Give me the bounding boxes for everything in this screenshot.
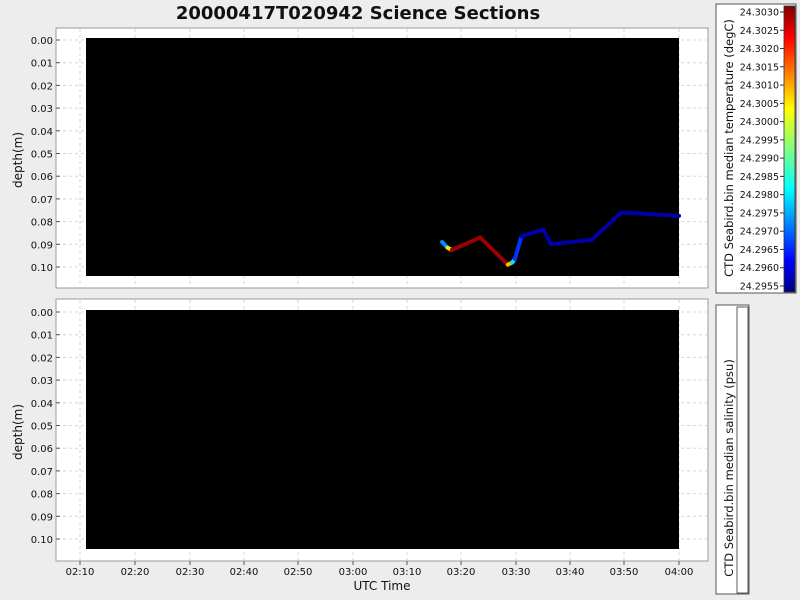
x-tick-label: 04:00 <box>665 567 694 578</box>
track-segment <box>589 210 624 242</box>
y-tick-label: 0.00 <box>31 36 53 47</box>
y-tick-label: 0.02 <box>31 353 53 364</box>
salinity-y-ticks: 0.00 0.01 0.02 0.03 0.04 0.05 0.06 0.07 0.08 0.09… <box>31 308 60 546</box>
temperature-colorbar-ticks: 24.3030 24.3025 24.3020 24.3015 24.3010 24.30… <box>740 8 784 293</box>
colorbar-tick-label: 24.2960 <box>740 263 779 274</box>
temperature-colorbar-ramp <box>783 5 796 293</box>
time-x-ticks: 02:10 02:20 02:30 02:40 02:50 03:00 03:10 03:20… <box>66 561 694 578</box>
x-tick-label: 02:10 <box>66 567 95 578</box>
y-tick-label: 0.06 <box>31 444 53 455</box>
x-tick-label: 03:40 <box>556 567 585 578</box>
y-tick-label: 0.10 <box>31 535 53 546</box>
y-tick-label: 0.05 <box>31 422 53 433</box>
colorbar-tick-label: 24.2985 <box>740 172 779 183</box>
salinity-colorbar-label: CTD Seabird.bin median salinity (psu) <box>722 359 736 577</box>
y-tick-label: 0.02 <box>31 81 53 92</box>
temperature-y-ticks: 0.00 0.01 0.02 0.03 0.04 0.05 0.06 0.07 0.08 0.09… <box>31 36 60 274</box>
colorbar-tick-label: 24.2980 <box>740 190 779 201</box>
x-tick-label: 02:50 <box>284 567 313 578</box>
y-tick-label: 0.05 <box>31 150 53 161</box>
x-tick-label: 03:00 <box>339 567 368 578</box>
colorbar-tick-label: 24.3020 <box>740 44 779 55</box>
temperature-colorbar-frame <box>715 3 797 294</box>
x-tick-label: 03:10 <box>393 567 422 578</box>
y-tick-label: 0.03 <box>31 104 53 115</box>
x-tick-label: 03:30 <box>502 567 531 578</box>
y-tick-label: 0.10 <box>31 263 53 274</box>
colorbar-tick-label: 24.2965 <box>740 245 779 256</box>
x-tick-label: 03:50 <box>610 567 639 578</box>
y-tick-label: 0.04 <box>31 127 53 138</box>
salinity-panel: 0.00 0.01 0.02 0.03 0.04 0.05 0.06 0.07 0.08 0.09… <box>11 298 709 593</box>
y-tick-label: 0.04 <box>31 399 53 410</box>
temperature-plot-area <box>86 38 679 276</box>
colorbar-tick-label: 24.3030 <box>740 8 779 19</box>
x-tick-label: 02:30 <box>176 567 205 578</box>
y-tick-label: 0.07 <box>31 467 53 478</box>
y-tick-label: 0.06 <box>31 172 53 183</box>
salinity-y-axis-label: depth(m) <box>11 404 25 460</box>
y-tick-label: 0.09 <box>31 240 53 251</box>
salinity-colorbar: CTD Seabird.bin median salinity (psu) <box>715 304 750 595</box>
x-tick-label: 02:20 <box>121 567 150 578</box>
colorbar-tick-label: 24.2975 <box>740 208 779 219</box>
y-tick-label: 0.07 <box>31 195 53 206</box>
x-tick-label: 03:20 <box>447 567 476 578</box>
x-tick-label: 02:40 <box>230 567 259 578</box>
y-tick-label: 0.03 <box>31 376 53 387</box>
track-segment <box>519 227 545 239</box>
temperature-colorbar: 24.3030 24.3025 24.3020 24.3015 24.3010 24.30… <box>715 3 797 294</box>
y-tick-label: 0.08 <box>31 218 53 229</box>
track-segment <box>449 235 483 252</box>
track-segment <box>478 235 510 267</box>
colorbar-tick-label: 24.2995 <box>740 135 779 146</box>
x-axis-label: UTC Time <box>354 579 411 593</box>
track-segment <box>549 237 594 247</box>
salinity-colorbar-ramp <box>736 306 749 594</box>
colorbar-tick-label: 24.3025 <box>740 26 779 37</box>
colorbar-tick-label: 24.3000 <box>740 117 779 128</box>
temperature-y-axis-label: depth(m) <box>11 132 25 188</box>
colorbar-tick-label: 24.3010 <box>740 81 779 92</box>
figure-title: 20000417T020942 Science Sections <box>176 3 540 24</box>
colorbar-tick-label: 24.2955 <box>740 282 779 293</box>
y-tick-label: 0.09 <box>31 512 53 523</box>
temperature-colorbar-label: CTD Seabird.bin median temperature (degC… <box>722 19 736 277</box>
y-tick-label: 0.01 <box>31 59 53 70</box>
colorbar-tick-label: 24.3005 <box>740 99 779 110</box>
colorbar-tick-label: 24.2990 <box>740 154 779 165</box>
track-segment <box>619 210 681 218</box>
colorbar-tick-label: 24.3015 <box>740 62 779 73</box>
salinity-plot-area <box>86 310 679 549</box>
colorbar-tick-label: 24.2970 <box>740 227 779 238</box>
y-tick-label: 0.08 <box>31 490 53 501</box>
temperature-track <box>440 210 681 267</box>
y-tick-label: 0.01 <box>31 331 53 342</box>
y-tick-label: 0.00 <box>31 308 53 319</box>
temperature-panel: 0.00 0.01 0.02 0.03 0.04 0.05 0.06 0.07 0.08 0.09… <box>11 27 709 289</box>
track-segment <box>541 227 554 247</box>
track-segment <box>512 234 524 262</box>
